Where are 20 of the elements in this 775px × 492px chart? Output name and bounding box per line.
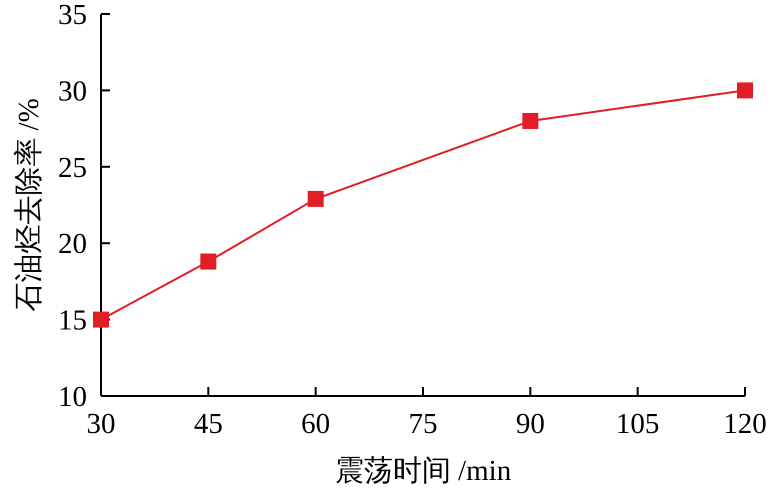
x-tick-label: 90 [516,408,545,440]
point [737,82,753,98]
point [308,190,324,207]
x-tick-label: 75 [408,408,438,440]
x-axis-title: 震荡时间 /min [334,455,512,487]
point [200,254,216,270]
y-tick-label: 35 [58,0,87,31]
x-tick-label: 45 [194,408,223,440]
y-tick-label: 30 [58,75,87,108]
x-tick-label: 105 [616,408,660,440]
y-tick-label: 15 [58,304,87,337]
y-axis-title: 石油烃去除率 /% [13,98,45,312]
y-tick-label: 25 [58,152,87,184]
x-tick-label: 30 [86,408,116,440]
y-tick-label: 10 [58,381,87,413]
point [522,112,538,129]
point [93,312,109,328]
x-tick-label: 120 [723,408,767,440]
y-tick-label: 20 [58,228,87,260]
x-tick-label: 60 [301,408,330,440]
